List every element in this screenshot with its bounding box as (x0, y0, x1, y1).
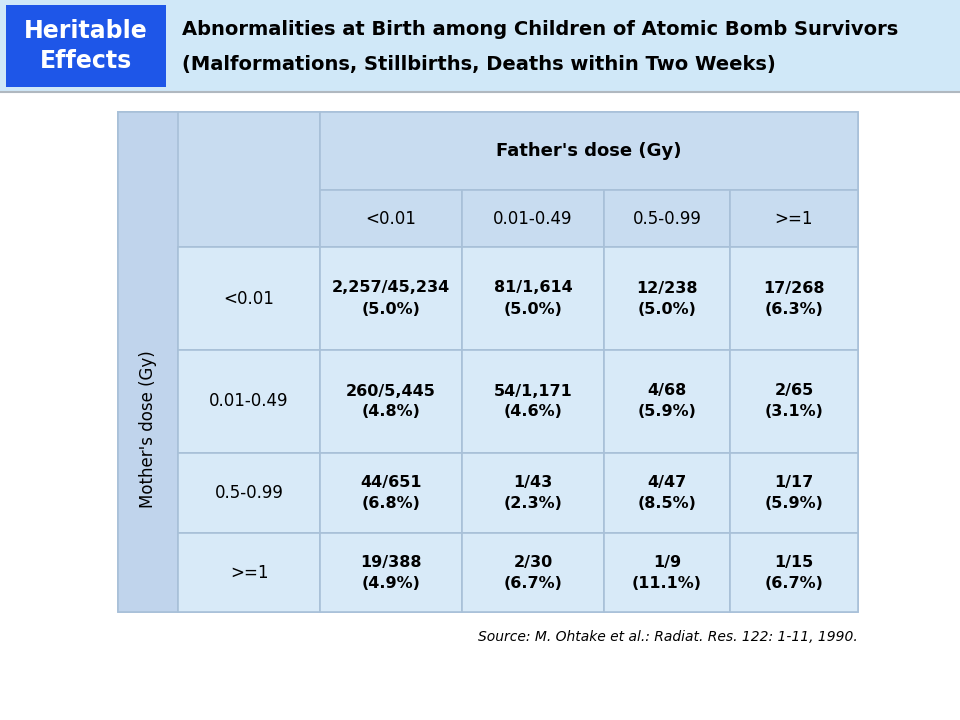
Text: Father's dose (Gy): Father's dose (Gy) (496, 142, 682, 160)
Text: >=1: >=1 (775, 210, 813, 228)
Text: Source: M. Ohtake et al.: Radiat. Res. 122: 1-11, 1990.: Source: M. Ohtake et al.: Radiat. Res. 1… (478, 630, 858, 644)
Bar (320, 453, 462, 533)
Text: 19/388
(4.9%): 19/388 (4.9%) (360, 554, 421, 590)
Bar (320, 190, 462, 247)
Text: 1/9
(11.1%): 1/9 (11.1%) (632, 554, 702, 590)
Text: >=1: >=1 (229, 564, 268, 582)
Bar (320, 190, 858, 247)
Bar (462, 190, 604, 247)
Text: 17/268
(6.3%): 17/268 (6.3%) (763, 281, 825, 317)
Bar (604, 247, 730, 350)
Text: 1/17
(5.9%): 1/17 (5.9%) (764, 475, 824, 511)
Text: 44/651
(6.8%): 44/651 (6.8%) (360, 475, 421, 511)
Text: 54/1,171
(4.6%): 54/1,171 (4.6%) (493, 384, 572, 420)
Bar (320, 247, 462, 350)
Text: Abnormalities at Birth among Children of Atomic Bomb Survivors: Abnormalities at Birth among Children of… (182, 20, 899, 39)
Bar (118, 112, 858, 612)
Bar (6, 5, 166, 87)
Bar (0, 0, 960, 92)
Text: 0.5-0.99: 0.5-0.99 (215, 484, 283, 502)
Bar (320, 533, 462, 612)
Text: 2/30
(6.7%): 2/30 (6.7%) (504, 554, 563, 590)
Text: <0.01: <0.01 (366, 210, 417, 228)
Bar (462, 350, 604, 453)
Bar (730, 247, 858, 350)
Bar (320, 112, 858, 190)
Bar (604, 190, 730, 247)
Bar (604, 350, 730, 453)
Bar (462, 247, 604, 350)
Bar (730, 350, 858, 453)
Text: 2/65
(3.1%): 2/65 (3.1%) (764, 384, 824, 420)
Bar (730, 190, 858, 247)
Bar (462, 533, 604, 612)
Bar (604, 533, 730, 612)
Text: 4/47
(8.5%): 4/47 (8.5%) (637, 475, 696, 511)
Bar (730, 533, 858, 612)
Bar (320, 350, 462, 453)
Text: 12/238
(5.0%): 12/238 (5.0%) (636, 281, 698, 317)
Bar (178, 247, 320, 350)
Bar (178, 350, 320, 453)
Text: 2,257/45,234
(5.0%): 2,257/45,234 (5.0%) (332, 281, 450, 317)
Text: 4/68
(5.9%): 4/68 (5.9%) (637, 384, 696, 420)
Bar (462, 453, 604, 533)
Text: 0.01-0.49: 0.01-0.49 (493, 210, 573, 228)
Bar (118, 112, 320, 247)
Text: 81/1,614
(5.0%): 81/1,614 (5.0%) (493, 281, 572, 317)
Bar (178, 453, 320, 533)
Bar (178, 533, 320, 612)
Text: 0.5-0.99: 0.5-0.99 (633, 210, 702, 228)
Bar (730, 453, 858, 533)
Bar (118, 112, 178, 612)
Text: <0.01: <0.01 (224, 289, 275, 307)
Text: (Malformations, Stillbirths, Deaths within Two Weeks): (Malformations, Stillbirths, Deaths with… (182, 55, 776, 74)
Bar (604, 453, 730, 533)
Text: Mother's dose (Gy): Mother's dose (Gy) (139, 351, 157, 508)
Text: Heritable
Effects: Heritable Effects (24, 19, 148, 73)
Text: 260/5,445
(4.8%): 260/5,445 (4.8%) (346, 384, 436, 420)
Text: 1/43
(2.3%): 1/43 (2.3%) (504, 475, 563, 511)
Text: 0.01-0.49: 0.01-0.49 (209, 392, 289, 410)
Text: 1/15
(6.7%): 1/15 (6.7%) (764, 554, 824, 590)
